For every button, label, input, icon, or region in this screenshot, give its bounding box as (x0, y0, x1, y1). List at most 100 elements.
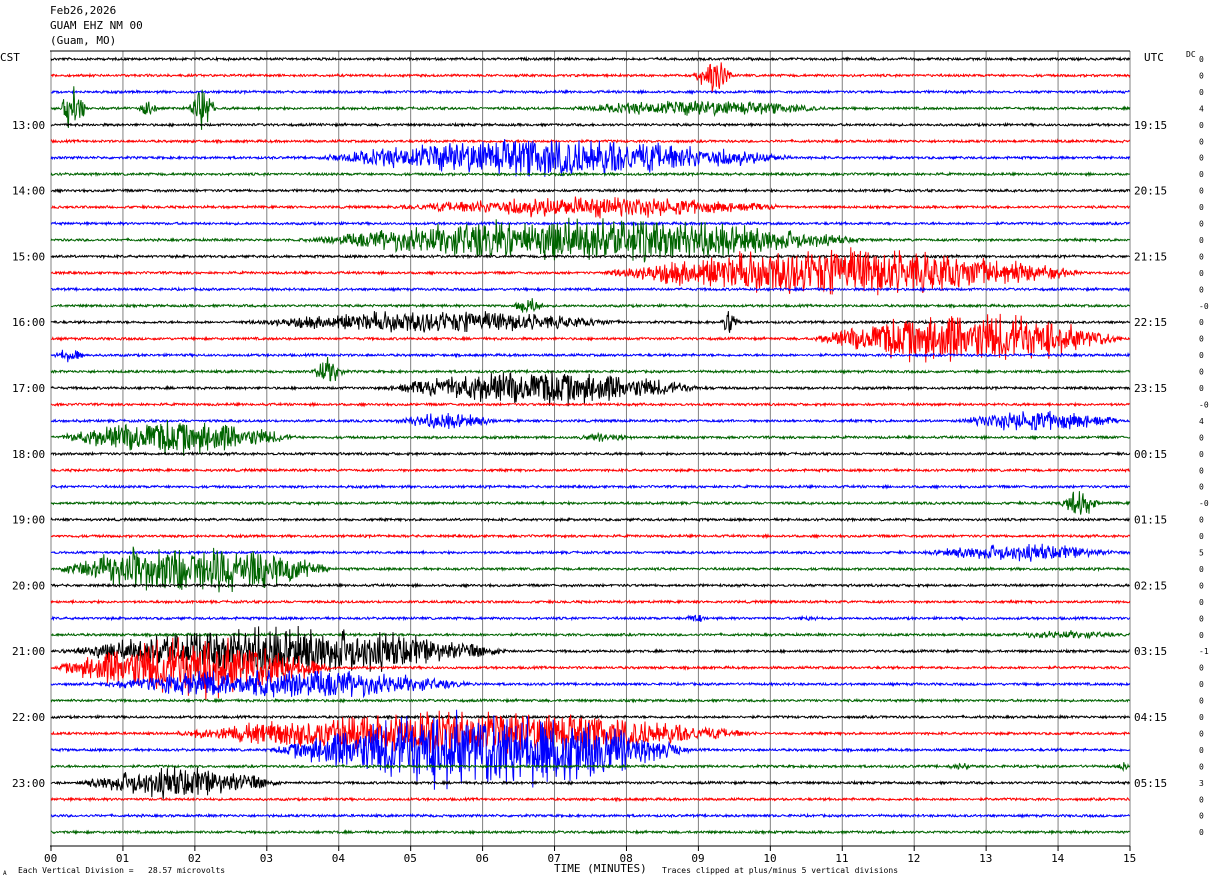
x-tick-label: 07 (548, 852, 561, 865)
dc-offset-value: 0 (1199, 729, 1204, 738)
seismic-trace (50, 298, 1131, 314)
dc-offset-value: 0 (1199, 236, 1204, 245)
seismic-trace (50, 796, 1131, 803)
dc-offset-value: 0 (1199, 203, 1204, 212)
dc-offset-value: 0 (1199, 71, 1204, 80)
left-time-label: 20:00 (12, 579, 45, 592)
seismic-trace (50, 582, 1130, 589)
left-time-label: 19:00 (12, 514, 45, 527)
dc-offset-value: 0 (1199, 433, 1204, 442)
dc-offset-value: 0 (1199, 828, 1204, 837)
axis-labels: CST UTC DC 00 01 02 03 04 05 06 07 08 09 10 11 12 13 1… (0, 50, 1209, 865)
dc-offset-value: 0 (1199, 187, 1204, 196)
seismic-trace (50, 828, 1131, 836)
seismic-trace (50, 543, 1131, 562)
seismic-trace (50, 614, 1131, 623)
x-axis-label: TIME (MINUTES) (554, 862, 647, 875)
dc-offset-value: 0 (1199, 384, 1204, 393)
left-time-label: 18:00 (12, 448, 45, 461)
dc-offset-value: 0 (1199, 631, 1204, 640)
x-tick-label: 12 (907, 852, 920, 865)
seismic-trace (50, 625, 1130, 677)
time-grid (50, 50, 1131, 851)
dc-offset-value: 0 (1199, 532, 1204, 541)
seismic-trace (50, 546, 1130, 593)
seismic-trace (50, 467, 1130, 474)
left-time-label: 13:00 (12, 119, 45, 132)
right-time-label: 01:15 (1134, 514, 1167, 527)
dc-offset-value: 0 (1199, 664, 1204, 673)
dc-offset-value: 0 (1199, 154, 1204, 163)
seismic-trace (50, 187, 1131, 194)
dc-offset-value: 0 (1199, 252, 1204, 261)
dc-offset-value: 0 (1199, 581, 1204, 590)
right-time-label: 02:15 (1134, 579, 1167, 592)
seismic-trace (50, 121, 1131, 128)
right-time-label: 00:15 (1134, 448, 1167, 461)
x-tick-label: 15 (1123, 852, 1136, 865)
dc-offset-value: -1 (1199, 647, 1209, 656)
x-tick-label: 14 (1051, 852, 1065, 865)
seismic-trace (50, 139, 1131, 177)
seismic-trace (50, 138, 1131, 145)
x-tick-label: 02 (188, 852, 201, 865)
seismic-trace (50, 713, 1131, 721)
dc-offset-value: -0 (1199, 499, 1209, 508)
header-station: GUAM EHZ NM 00 (50, 19, 143, 32)
seismic-trace (50, 401, 1130, 408)
scale-note: Each Vertical Division = 28.57 microvolt… (18, 866, 226, 875)
dc-offset-value: 0 (1199, 713, 1204, 722)
x-tick-label: 09 (691, 852, 704, 865)
seismic-trace (50, 86, 1131, 130)
left-time-label: 17:00 (12, 382, 45, 395)
dc-offset-value: 0 (1199, 762, 1204, 771)
dc-offset-value: 0 (1199, 269, 1204, 278)
seismic-trace (50, 356, 1131, 382)
seismic-trace (50, 709, 1131, 790)
dc-offset-value: 0 (1199, 285, 1204, 294)
dc-offset-value: -0 (1199, 302, 1209, 311)
dc-offset-value: 4 (1199, 417, 1204, 426)
dc-offset-value: 0 (1199, 318, 1204, 327)
seismic-trace (50, 697, 1131, 704)
clip-note: Traces clipped at plus/minus 5 vertical … (662, 866, 899, 875)
dc-offset-value: 0 (1199, 335, 1204, 344)
seismic-trace (50, 598, 1131, 605)
seismic-trace (50, 410, 1130, 431)
seismic-trace (51, 313, 1131, 363)
dc-offset-value: 0 (1199, 170, 1204, 179)
dc-offset-value: 4 (1199, 104, 1204, 113)
dc-label: DC (1186, 50, 1196, 59)
header-location: (Guam, MO) (50, 34, 117, 47)
dc-offset-value: 0 (1199, 565, 1204, 574)
left-time-label: 21:00 (12, 645, 45, 658)
dc-offset-value: 0 (1199, 88, 1204, 97)
seismic-trace (50, 491, 1131, 515)
seismic-trace (50, 247, 1131, 296)
right-time-label: 21:15 (1134, 250, 1167, 263)
seismic-trace (50, 450, 1131, 457)
seismic-trace (50, 669, 1131, 699)
dc-offset-value: -0 (1199, 400, 1209, 409)
corner-mark: A (3, 870, 7, 877)
seismic-trace (50, 220, 1130, 227)
left-time-label: 14:00 (12, 185, 45, 198)
dc-offset-value: 0 (1199, 795, 1204, 804)
left-time-label: 16:00 (12, 316, 45, 329)
dc-offset-value: 0 (1199, 55, 1204, 64)
x-tick-label: 01 (116, 852, 129, 865)
seismic-trace (50, 286, 1131, 293)
seismic-trace (50, 370, 1131, 407)
x-tick-label: 04 (332, 852, 346, 865)
left-time-label: 22:00 (12, 711, 45, 724)
dc-offset-value: 0 (1199, 466, 1204, 475)
left-time-label: 23:00 (12, 777, 45, 790)
right-time-label: 22:15 (1134, 316, 1167, 329)
dc-offset-value: 0 (1199, 351, 1204, 360)
header-date: Feb26,2026 (50, 4, 117, 17)
right-time-label: 23:15 (1134, 382, 1167, 395)
dc-offset-value: 3 (1199, 779, 1204, 788)
seismic-trace (50, 766, 1131, 799)
seismic-trace (50, 533, 1131, 540)
